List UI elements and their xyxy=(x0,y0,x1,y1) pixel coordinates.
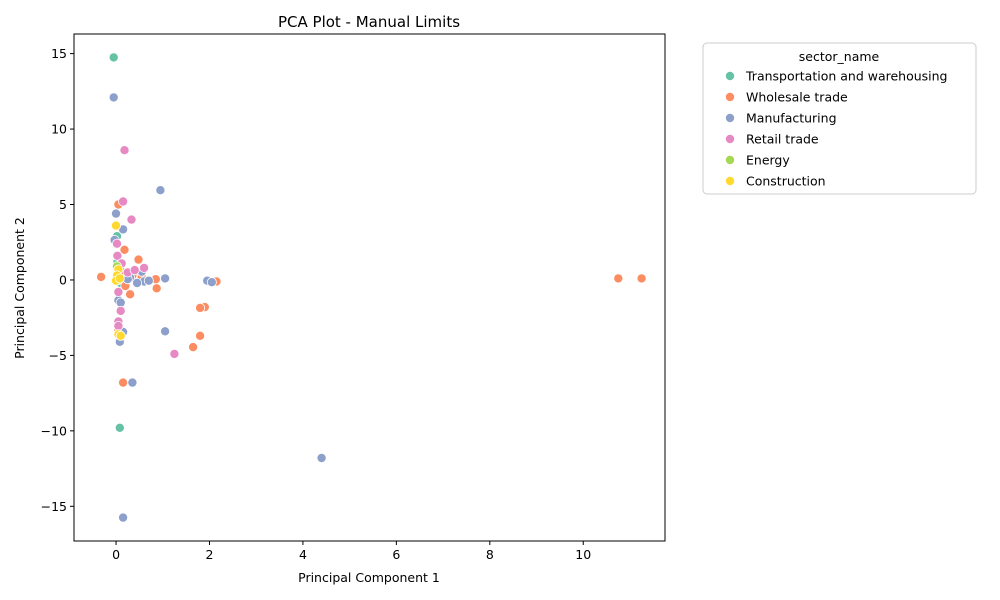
x-tick-label: 10 xyxy=(575,547,591,562)
data-point xyxy=(108,92,119,103)
data-point xyxy=(111,208,122,219)
data-point xyxy=(636,273,647,284)
legend-label: Wholesale trade xyxy=(746,90,848,105)
data-point xyxy=(126,214,137,225)
data-point xyxy=(114,273,125,284)
y-tick-label: 15 xyxy=(51,46,67,61)
x-tick-label: 2 xyxy=(206,547,214,562)
data-point xyxy=(125,289,136,300)
x-axis-ticks: 0 2 4 6 8 10 xyxy=(112,541,591,562)
data-point xyxy=(155,185,166,196)
data-point xyxy=(169,348,180,359)
data-point xyxy=(96,271,107,282)
x-tick-label: 4 xyxy=(299,547,307,562)
data-point xyxy=(127,377,138,388)
y-tick-label: 10 xyxy=(51,122,67,137)
data-point xyxy=(188,342,199,353)
data-point xyxy=(113,286,124,297)
data-point xyxy=(160,326,171,337)
legend-marker xyxy=(725,113,736,124)
data-point xyxy=(143,275,154,286)
legend-label: Construction xyxy=(746,174,826,189)
x-tick-label: 8 xyxy=(486,547,494,562)
data-point xyxy=(118,196,129,207)
data-point xyxy=(195,302,206,313)
legend-marker xyxy=(725,175,736,186)
points-layer xyxy=(96,52,647,523)
data-point xyxy=(118,377,129,388)
legend-label: Transportation and warehousing xyxy=(745,69,948,84)
legend-marker xyxy=(725,71,736,82)
plot-frame xyxy=(73,33,666,542)
legend-frame xyxy=(702,42,977,195)
data-point xyxy=(113,320,124,331)
y-tick-label: −15 xyxy=(41,499,67,514)
legend-label: Retail trade xyxy=(746,132,819,147)
data-point xyxy=(316,452,327,463)
y-tick-label: −10 xyxy=(41,423,67,438)
legend-title: sector_name xyxy=(799,49,880,64)
data-point xyxy=(139,262,150,273)
y-tick-label: 0 xyxy=(59,272,67,287)
data-point xyxy=(151,283,162,294)
data-point xyxy=(112,250,123,261)
data-point xyxy=(115,330,126,341)
data-point xyxy=(129,265,140,276)
data-point xyxy=(206,277,217,288)
legend-label: Energy xyxy=(746,153,790,168)
y-axis-title: Principal Component 2 xyxy=(12,217,27,359)
legend-marker xyxy=(725,92,736,103)
x-tick-label: 0 xyxy=(112,547,120,562)
data-point xyxy=(133,254,144,265)
legend-marker xyxy=(725,154,736,165)
y-axis-ticks: −15 −10 −5 0 5 10 15 xyxy=(41,46,74,514)
legend: sector_name Transportation and warehousi… xyxy=(702,42,977,195)
y-tick-label: −5 xyxy=(49,348,67,363)
legend-label: Manufacturing xyxy=(746,111,837,126)
data-point xyxy=(112,238,123,249)
data-point xyxy=(114,422,125,433)
data-point xyxy=(111,220,122,231)
data-point xyxy=(160,273,171,284)
chart-title: PCA Plot - Manual Limits xyxy=(278,13,460,31)
data-point xyxy=(115,305,126,316)
data-point xyxy=(613,273,624,284)
data-point xyxy=(118,512,129,523)
y-tick-label: 5 xyxy=(59,197,67,212)
data-point xyxy=(119,145,130,156)
data-point xyxy=(119,244,130,255)
legend-marker xyxy=(725,133,736,144)
x-axis-title: Principal Component 1 xyxy=(298,570,440,585)
data-point xyxy=(108,52,119,63)
legend-entries: Transportation and warehousing Wholesale … xyxy=(725,69,948,189)
x-tick-label: 6 xyxy=(392,547,400,562)
data-point xyxy=(195,330,206,341)
data-point xyxy=(115,297,126,308)
data-point xyxy=(132,277,143,288)
